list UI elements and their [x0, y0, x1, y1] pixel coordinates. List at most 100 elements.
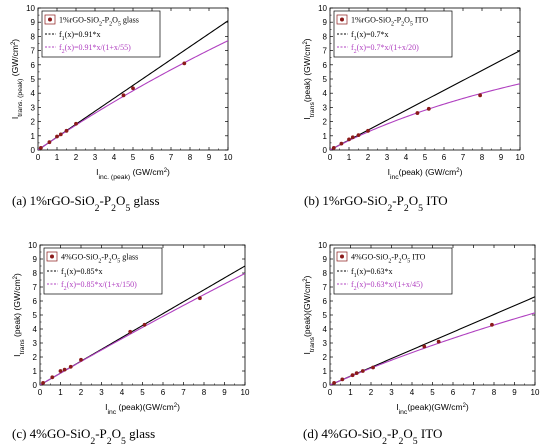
legend-label-f1: f1(x)=0.7*x [351, 30, 389, 42]
y-axis-label: Itrans(peak) (GW/cm2) [302, 38, 316, 119]
data-point [340, 377, 345, 382]
x-tick-label: 7 [471, 388, 476, 397]
y-tick-label: 4 [323, 325, 328, 334]
y-tick-label: 0 [323, 381, 328, 390]
y-tick-label: 8 [323, 32, 328, 41]
y-tick-label: 0 [31, 146, 36, 155]
data-point [121, 93, 126, 98]
series-line-f2 [330, 83, 520, 150]
data-point [41, 381, 45, 385]
legend-marker [48, 17, 52, 22]
y-tick-label: 4 [323, 89, 328, 98]
x-tick-label: 5 [131, 153, 136, 162]
x-tick-label: 7 [181, 388, 186, 397]
x-tick-label: 2 [366, 153, 371, 162]
legend-box [41, 10, 161, 58]
y-tick-label: 6 [323, 297, 328, 306]
x-tick-label: 10 [224, 153, 233, 162]
y-tick-label: 10 [318, 4, 327, 13]
y-tick-label: 0 [33, 381, 38, 390]
data-point [47, 140, 52, 145]
y-tick-label: 9 [323, 255, 328, 264]
x-tick-label: 10 [516, 153, 525, 162]
y-tick-label: 2 [323, 118, 328, 127]
x-tick-label: 10 [531, 388, 540, 397]
series-line-f2 [38, 40, 228, 150]
data-point [366, 128, 370, 133]
y-tick-label: 2 [33, 353, 38, 362]
y-axis-label: Itrans(peak)(GW/cm2) [302, 275, 316, 354]
y-tick-label: 5 [33, 311, 38, 320]
data-point [478, 93, 482, 98]
x-tick-label: 9 [207, 153, 212, 162]
legend-label-f2: f2(x)=0.91*x/(1+x/55) [59, 43, 131, 55]
x-tick-label: 8 [480, 153, 485, 162]
y-tick-label: 8 [33, 269, 38, 278]
y-tick-label: 1 [33, 367, 38, 376]
data-point [74, 121, 78, 126]
data-point [68, 364, 73, 369]
legend-label-f2: f2(x)=0.85*x/(1+x/150) [61, 280, 137, 292]
x-tick-label: 5 [430, 388, 435, 397]
legend-label-f1: f1(x)=0.85*x [61, 267, 103, 279]
series-line-f2 [40, 272, 245, 385]
data-point [58, 369, 63, 373]
data-point [490, 322, 494, 327]
legend-label-data: 1%rGO-SiO2-P2O5 glass [59, 16, 139, 28]
y-tick-label: 7 [33, 283, 38, 292]
y-tick-label: 9 [33, 255, 38, 264]
y-tick-label: 3 [33, 339, 38, 348]
x-tick-label: 0 [328, 388, 333, 397]
y-tick-label: 1 [323, 132, 328, 141]
x-tick-label: 6 [161, 388, 166, 397]
y-tick-label: 9 [323, 18, 328, 27]
data-point [436, 339, 441, 344]
legend-label-f1: f1(x)=0.63*x [351, 267, 393, 279]
data-point [64, 128, 69, 133]
y-tick-label: 4 [33, 325, 38, 334]
y-axis-label: Itrans (peak) (GW/cm2) [12, 273, 26, 357]
panel-caption: (d) 4%GO-SiO2-P2O5 ITO [303, 426, 442, 447]
y-tick-label: 6 [33, 297, 38, 306]
legend-box [43, 247, 163, 295]
x-tick-label: 1 [55, 153, 60, 162]
chart-panel-1: 0 1 2 3 4 5 6 7 8 9 10 0 1 2 3 4 5 6 7 8 9 10 1%rGO-SiO2-P2O5 … [10, 4, 233, 214]
y-tick-label: 10 [26, 4, 35, 13]
x-tick-label: 3 [93, 153, 98, 162]
y-axis-label: Itrans. (peak) (GW/cm2) [10, 39, 24, 119]
data-point [332, 381, 336, 385]
data-point [128, 329, 133, 334]
data-point [55, 134, 59, 139]
y-tick-label: 8 [323, 269, 328, 278]
x-tick-label: 1 [348, 388, 353, 397]
panel-caption: (b) 1%rGO-SiO2-P2O5 ITO [304, 193, 448, 214]
legend-marker [340, 254, 344, 259]
data-point [331, 145, 336, 150]
y-tick-label: 4 [31, 89, 36, 98]
x-tick-label: 8 [492, 388, 497, 397]
data-point [426, 106, 431, 111]
y-tick-label: 2 [31, 118, 36, 127]
data-point [347, 137, 351, 142]
legend-box [333, 247, 453, 295]
data-point [79, 357, 83, 362]
data-point [354, 371, 359, 375]
legend-marker [50, 254, 54, 259]
x-tick-label: 1 [58, 388, 63, 397]
x-tick-label: 6 [451, 388, 456, 397]
y-tick-label: 0 [323, 146, 328, 155]
data-point [50, 375, 55, 380]
y-tick-label: 5 [31, 75, 36, 84]
data-point [350, 373, 355, 378]
x-tick-label: 0 [38, 388, 43, 397]
x-axis-label: Iinc(peak)(GW/cm2) [396, 402, 469, 416]
y-tick-label: 5 [323, 75, 328, 84]
y-tick-label: 6 [31, 61, 36, 70]
x-tick-label: 7 [461, 153, 466, 162]
y-tick-label: 2 [323, 353, 328, 362]
panel-caption: (c) 4%GO-SiO2-P2O5 glass [12, 426, 155, 447]
data-point [131, 86, 135, 91]
y-tick-label: 3 [323, 339, 328, 348]
x-tick-label: 10 [241, 388, 250, 397]
